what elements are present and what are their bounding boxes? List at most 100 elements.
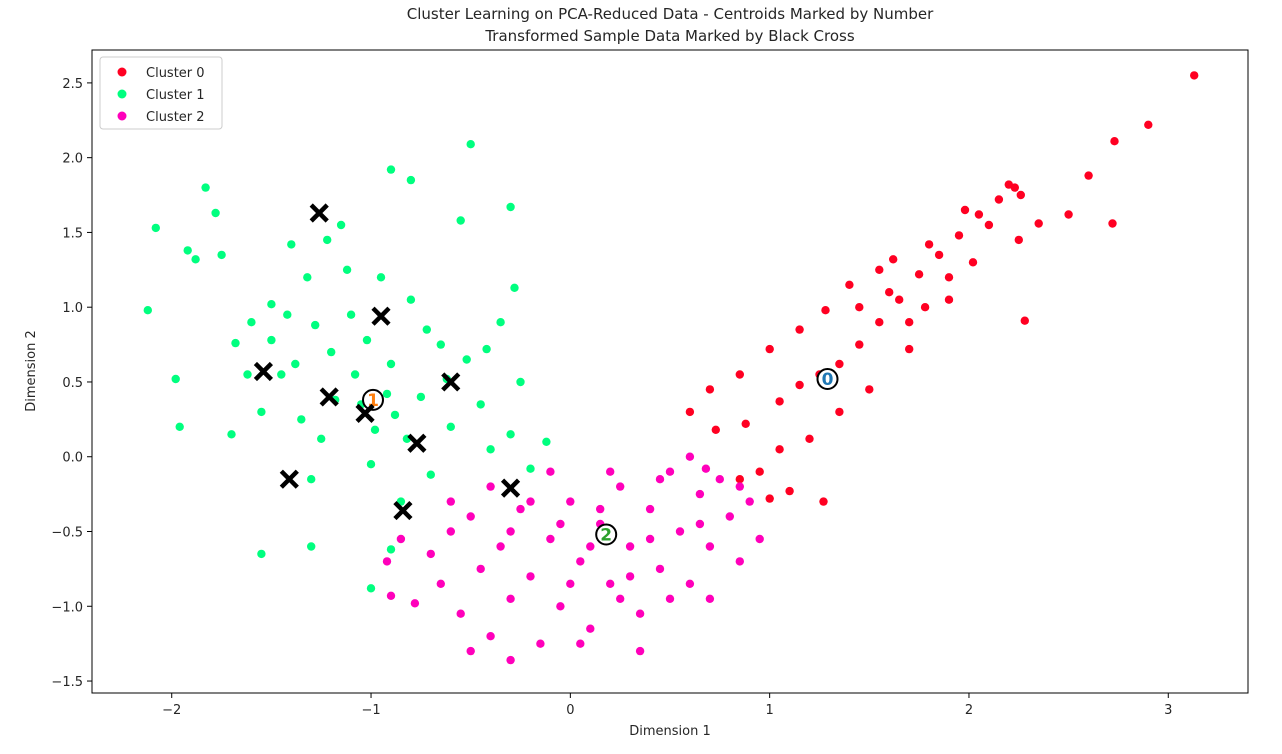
data-point: [466, 140, 475, 149]
data-point: [426, 470, 435, 479]
legend-label: Cluster 0: [146, 66, 205, 81]
y-tick-label: 2.0: [62, 152, 83, 167]
series-cluster-2: [382, 452, 764, 665]
sample-cross: [441, 372, 461, 392]
data-point: [386, 545, 396, 554]
data-point: [191, 255, 200, 264]
data-point: [606, 467, 615, 476]
data-point: [954, 231, 964, 240]
data-point: [741, 419, 750, 428]
data-point: [645, 534, 655, 544]
data-point: [1010, 183, 1019, 192]
data-point: [725, 512, 734, 521]
data-point: [496, 318, 505, 327]
data-point: [183, 246, 192, 255]
legend-box: [99, 56, 223, 130]
data-point: [1108, 219, 1117, 228]
centroid-1: 1: [362, 388, 384, 411]
data-point: [311, 320, 320, 330]
chart-title: Cluster Learning on PCA-Reduced Data - C…: [407, 5, 934, 23]
data-point: [701, 464, 711, 473]
data-point: [446, 422, 455, 431]
centroid-marker: [362, 388, 384, 411]
data-point: [526, 497, 535, 506]
data-point: [486, 482, 495, 491]
data-point: [655, 564, 665, 574]
data-point: [865, 385, 874, 394]
data-point: [944, 295, 954, 304]
data-point: [576, 557, 585, 566]
y-tick-label: 2.5: [62, 77, 83, 92]
data-point: [755, 534, 764, 544]
data-point: [765, 344, 774, 354]
data-point: [984, 220, 994, 230]
data-point: [422, 325, 431, 334]
data-point: [1034, 219, 1043, 228]
data-point: [795, 380, 804, 390]
data-point: [211, 208, 220, 218]
y-axis-label: Dimension 2: [24, 330, 39, 412]
x-tick-label: 3: [1164, 703, 1172, 718]
data-point: [456, 216, 465, 225]
y-tick-label: −1.0: [51, 600, 83, 615]
data-point: [496, 542, 505, 551]
data-point: [994, 195, 1004, 204]
y-tick-label: 0.5: [62, 376, 83, 391]
data-point: [635, 609, 645, 618]
data-point: [291, 359, 300, 369]
series-cluster-1: [143, 140, 551, 593]
data-point: [895, 295, 904, 304]
y-tick-label: 0.0: [62, 451, 83, 466]
data-point: [257, 549, 266, 559]
data-point: [775, 445, 784, 454]
legend-label: Cluster 2: [146, 110, 205, 125]
data-point: [645, 504, 655, 514]
data-point: [217, 250, 226, 260]
x-axis-label: Dimension 1: [629, 724, 711, 739]
data-point: [924, 240, 934, 249]
data-point: [785, 486, 794, 496]
data-point: [307, 542, 316, 551]
data-point: [536, 639, 545, 648]
data-point: [257, 407, 266, 417]
data-point: [366, 584, 376, 593]
chart-subtitle: Transformed Sample Data Marked by Black …: [484, 27, 855, 45]
data-point: [506, 430, 515, 439]
data-point: [386, 359, 396, 369]
data-point: [1190, 71, 1199, 80]
data-point: [735, 475, 744, 484]
data-point: [1084, 171, 1093, 180]
data-point: [171, 374, 180, 384]
data-point: [342, 265, 352, 274]
centroid-marker: [595, 523, 618, 546]
data-point: [466, 646, 475, 656]
data-point: [735, 557, 744, 566]
data-point: [735, 482, 744, 491]
data-point: [486, 445, 495, 454]
sample-cross: [279, 469, 299, 489]
data-point: [1110, 137, 1119, 146]
data-point: [1016, 190, 1025, 200]
data-point: [526, 572, 535, 581]
data-point: [765, 494, 774, 503]
data-point: [606, 579, 615, 588]
data-point: [416, 392, 426, 402]
data-point: [576, 639, 585, 648]
data-point: [366, 460, 376, 469]
sample-cross: [309, 203, 329, 223]
data-point: [370, 425, 380, 434]
data-point: [745, 497, 754, 506]
data-point: [482, 344, 491, 354]
data-point: [526, 464, 535, 473]
data-point: [968, 258, 978, 267]
data-point: [446, 527, 455, 536]
data-point: [875, 318, 884, 327]
axes-frame: [91, 49, 1249, 694]
data-point: [695, 519, 705, 529]
data-point: [566, 579, 575, 588]
data-point: [655, 475, 665, 484]
data-point: [346, 310, 356, 319]
data-point: [327, 347, 336, 357]
centroid-label: 1: [367, 391, 379, 411]
